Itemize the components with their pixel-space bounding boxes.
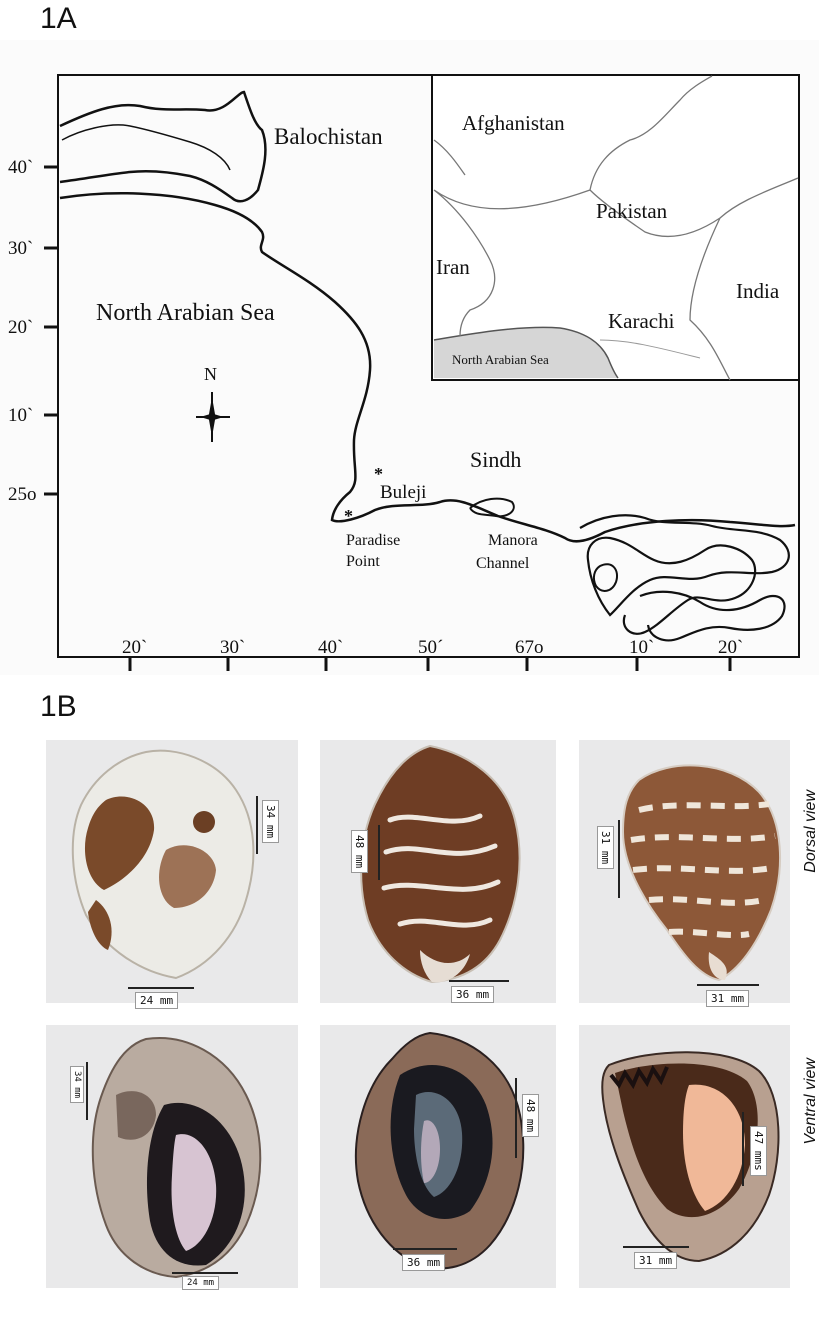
shell-dorsal-2-graphic: [360, 744, 521, 984]
lat-tick-label: 25o: [8, 484, 37, 505]
inset-label-india: India: [736, 279, 780, 303]
label-channel: Channel: [476, 555, 530, 572]
lon-tick-label: 10`: [629, 637, 654, 658]
inset-label-sea: North Arabian Sea: [452, 352, 549, 367]
scale-bar: [256, 796, 258, 854]
width-scale-ventral-2: 36 mm: [402, 1254, 446, 1271]
scale-bar: [697, 984, 759, 986]
height-scale-ventral-1: 34 mm: [70, 1066, 84, 1104]
width-scale-ventral-3: 31 mm: [634, 1252, 678, 1269]
height-scale-ventral-2: 48 mm: [522, 1094, 539, 1138]
width-scale-dorsal-3: 31 mm: [706, 990, 750, 1007]
paradise-point-site-marker: *: [344, 506, 353, 526]
width-scale-dorsal-1: 24 mm: [135, 992, 179, 1009]
panel-label-1b: 1B: [40, 690, 77, 723]
scale-bar: [393, 1248, 457, 1250]
width-scale-ventral-1: 24 mm: [182, 1276, 220, 1290]
scale-bar: [618, 820, 620, 898]
shell-photo-dorsal-2: [320, 740, 556, 1003]
label-north-arabian-sea: North Arabian Sea: [96, 300, 275, 326]
study-area-map: 40` 30` 20` 10` 25o 20` 30` 40` 50´ 67o …: [0, 40, 819, 675]
label-sindh: Sindh: [470, 447, 521, 472]
inset-label-pakistan: Pakistan: [596, 199, 668, 223]
longitude-ticks: [128, 657, 732, 671]
height-scale-dorsal-2: 48 mm: [351, 830, 368, 874]
shell-ventral-1-graphic: [91, 1037, 262, 1279]
inset-frame: [431, 74, 800, 381]
height-scale-dorsal-3: 31 mm: [597, 826, 614, 870]
inset-label-karachi: Karachi: [608, 309, 675, 333]
coastline: [59, 192, 796, 543]
scale-bar: [378, 825, 380, 880]
scale-bar: [172, 1272, 238, 1274]
label-balochistan: Balochistan: [274, 124, 383, 149]
lat-tick-label: 40`: [8, 157, 33, 178]
label-manora: Manora: [488, 532, 538, 549]
panel-label-1a: 1A: [40, 2, 77, 35]
shell-ventral-3-graphic: [601, 1051, 780, 1263]
shell-ventral-2-graphic: [354, 1031, 525, 1270]
height-scale-ventral-3: 47 mms: [750, 1126, 767, 1176]
scale-bar: [742, 1112, 744, 1186]
latitude-ticks: [44, 165, 58, 496]
shell-photo-ventral-1: [46, 1025, 298, 1288]
label-buleji: Buleji: [380, 482, 426, 503]
inset-label-afghanistan: Afghanistan: [462, 111, 565, 135]
lat-tick-label: 10`: [8, 405, 33, 426]
lon-tick-label: 30`: [220, 637, 245, 658]
scale-bar: [86, 1062, 88, 1120]
shell-dorsal-1-graphic: [71, 749, 255, 980]
buleji-site-marker: *: [374, 464, 383, 484]
height-scale-dorsal-1: 34 mm: [262, 800, 279, 844]
north-label: N: [204, 364, 217, 384]
ventral-view-label: Ventral view: [802, 1058, 819, 1145]
lon-tick-label: 67o: [515, 637, 544, 658]
shell-photo-ventral-3: [579, 1025, 790, 1288]
lon-tick-label: 20`: [718, 637, 743, 658]
lat-tick-label: 20`: [8, 317, 33, 338]
balochistan-coastline: [59, 90, 267, 203]
inset-label-iran: Iran: [436, 255, 470, 279]
label-point: Point: [346, 553, 380, 570]
inset-coast: [433, 326, 619, 379]
indus-delta: [579, 514, 790, 635]
dorsal-view-label: Dorsal view: [802, 790, 819, 873]
manora-island: [469, 497, 515, 518]
shell-photo-dorsal-1: [46, 740, 298, 1003]
scale-bar: [128, 987, 194, 989]
width-scale-dorsal-2: 36 mm: [451, 986, 495, 1003]
lon-tick-label: 20`: [122, 637, 147, 658]
scale-bar: [623, 1246, 689, 1248]
inset-borders: [433, 75, 799, 381]
north-arrow-icon: [196, 392, 230, 442]
lat-tick-label: 30`: [8, 238, 33, 259]
map-graphic: 40` 30` 20` 10` 25o 20` 30` 40` 50´ 67o …: [8, 74, 800, 671]
balochistan-inner-coast: [61, 124, 231, 171]
shell-dorsal-3-graphic: [621, 764, 782, 982]
lon-tick-label: 50´: [418, 637, 443, 658]
shell-photo-dorsal-3: [579, 740, 790, 1003]
label-paradise: Paradise: [346, 532, 400, 549]
scale-bar: [449, 980, 509, 982]
lon-tick-label: 40`: [318, 637, 343, 658]
inset-sea: [434, 327, 618, 378]
scale-bar: [515, 1078, 517, 1158]
